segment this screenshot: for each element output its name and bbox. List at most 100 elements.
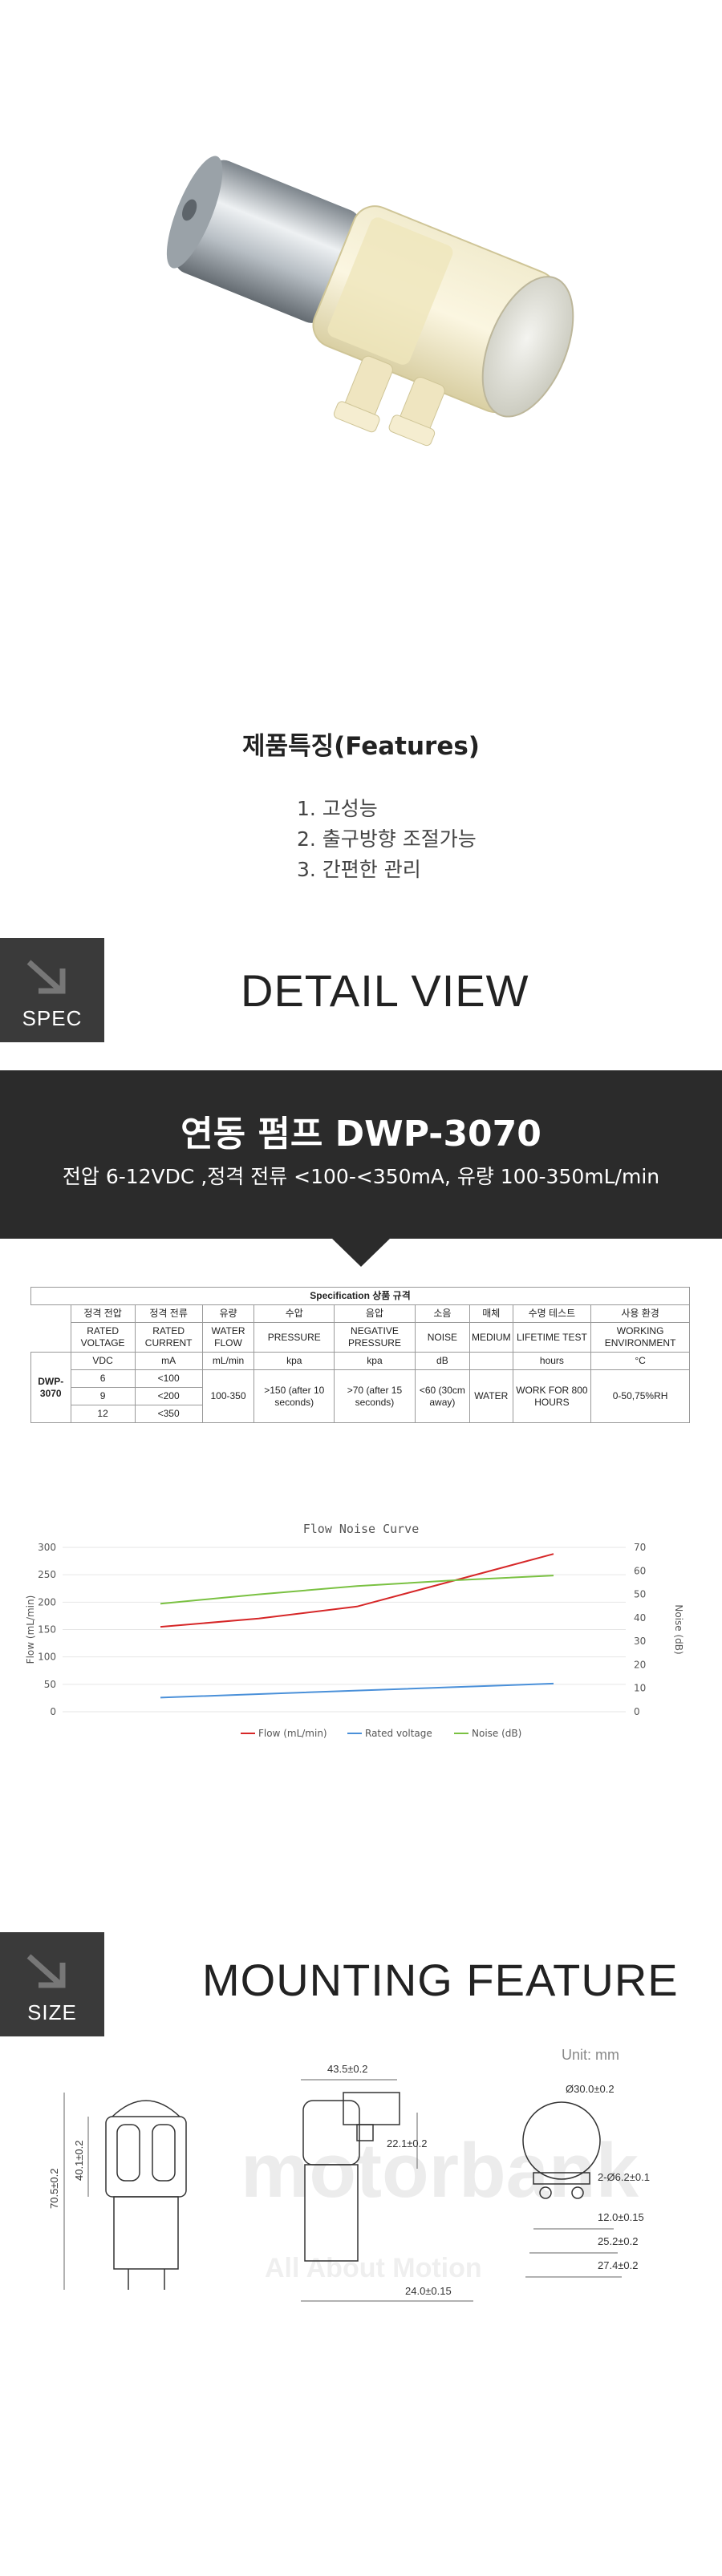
side-view bbox=[301, 2079, 473, 2302]
dim-side-height: 22.1±0.2 bbox=[387, 2137, 428, 2149]
badge-label: SPEC bbox=[22, 1006, 83, 1030]
left-tick-label: 300 bbox=[38, 1542, 56, 1553]
model-cell: DWP-3070 bbox=[30, 1352, 71, 1423]
table-cell: 정격 전압 bbox=[70, 1304, 136, 1323]
chart-title: Flow Noise Curve bbox=[303, 1522, 420, 1536]
right-tick-label: 10 bbox=[634, 1683, 646, 1694]
feature-item: 3. 간편한 관리 bbox=[297, 858, 421, 881]
table-cell: >150 (after 10 seconds) bbox=[254, 1369, 335, 1423]
left-tick-label: 50 bbox=[44, 1679, 56, 1690]
product-image bbox=[0, 0, 722, 706]
mounting-feature-title: MOUNTING FEATURE bbox=[202, 1955, 679, 2005]
watermark: motorbank bbox=[241, 2128, 639, 2214]
left-tick-label: 250 bbox=[38, 1569, 56, 1580]
table-row: 6 <100 100-350 >150 (after 10 seconds) >… bbox=[31, 1369, 690, 1423]
table-cell: MEDIUM bbox=[468, 1322, 513, 1353]
right-tick-label: 40 bbox=[634, 1612, 646, 1624]
right-axis-label: Noise (dB) bbox=[673, 1604, 684, 1654]
right-tick-label: 60 bbox=[634, 1565, 646, 1576]
table-cell: NOISE bbox=[414, 1322, 470, 1353]
table-row: DWP-3070 VDC mA mL/min kpa kpa dB hours … bbox=[30, 1352, 690, 1423]
table-cell: WORK FOR 800 HOURS bbox=[512, 1369, 592, 1423]
table-cell: kpa bbox=[334, 1352, 416, 1370]
spec-table: Specification 상품 규격 정격 전압 정격 전류 유량 수압 음압… bbox=[30, 1287, 690, 1423]
left-tick-label: 200 bbox=[38, 1596, 56, 1607]
right-tick-label: 20 bbox=[634, 1659, 646, 1670]
arrow-down-right-icon bbox=[26, 1954, 66, 1988]
spec-badge: SPEC bbox=[0, 938, 104, 1042]
dim-w2: 25.2±0.2 bbox=[598, 2235, 639, 2247]
dim-height-body: 40.1±0.2 bbox=[73, 2140, 85, 2181]
feature-item: 1. 고성능 bbox=[297, 797, 378, 820]
front-view bbox=[63, 2093, 187, 2290]
product-banner bbox=[0, 1070, 722, 1239]
table-cell: LIFETIME TEST bbox=[512, 1322, 592, 1353]
table-row: 9 <200 bbox=[31, 1387, 690, 1405]
table-cell: 100-350 bbox=[201, 1369, 255, 1423]
dim-w3: 27.4±0.2 bbox=[598, 2259, 639, 2271]
table-cell: kpa bbox=[254, 1352, 335, 1370]
left-tick-label: 150 bbox=[38, 1624, 56, 1636]
dim-w1: 12.0±0.15 bbox=[598, 2211, 644, 2223]
features-list: 1. 고성능 2. 출구방향 조절가능 3. 간편한 관리 bbox=[297, 794, 477, 885]
spec-caption: Specification 상품 규격 bbox=[30, 1287, 690, 1305]
dimension-drawings: motorbank All About Motion 70.5±0.2 40.1… bbox=[48, 2063, 650, 2302]
table-cell: VDC bbox=[70, 1352, 136, 1370]
table-cell: mL/min bbox=[201, 1352, 255, 1370]
table-cell: 음압 bbox=[334, 1304, 416, 1323]
table-cell: 6 bbox=[70, 1369, 136, 1388]
table-cell: <350 bbox=[134, 1405, 203, 1423]
table-cell: 사용 환경 bbox=[590, 1304, 690, 1323]
table-cell: WORKING ENVIRONMENT bbox=[590, 1322, 690, 1353]
dim-diameter: Ø30.0±0.2 bbox=[566, 2083, 615, 2095]
table-cell: dB bbox=[414, 1352, 470, 1370]
table-cell: WATER FLOW bbox=[201, 1322, 255, 1353]
flow-noise-chart: Flow Noise Curve 0 50 100 150 200 250 300 0 10 20 3… bbox=[25, 1522, 684, 1739]
legend-label: Rated voltage bbox=[365, 1728, 432, 1739]
banner-title: 연동 펌프 DWP-3070 bbox=[180, 1114, 542, 1155]
top-view bbox=[522, 2101, 622, 2278]
detail-view-title: DETAIL VIEW bbox=[241, 965, 529, 1016]
watermark-sub: All About Motion bbox=[265, 2253, 482, 2283]
series-line bbox=[160, 1553, 554, 1628]
left-tick-label: 0 bbox=[50, 1706, 56, 1717]
right-tick-label: 30 bbox=[634, 1636, 646, 1647]
table-cell: 9 bbox=[70, 1387, 136, 1405]
right-tick-label: 70 bbox=[634, 1542, 646, 1553]
size-badge: SIZE bbox=[0, 1932, 104, 2036]
table-cell: <100 bbox=[134, 1369, 203, 1388]
right-tick-label: 50 bbox=[634, 1589, 646, 1600]
banner-notch bbox=[331, 1238, 391, 1267]
table-cell: <60 (30cm away) bbox=[414, 1369, 470, 1423]
dim-side-width: 24.0±0.15 bbox=[405, 2285, 452, 2297]
series-line bbox=[160, 1682, 554, 1699]
arrow-down-right-icon bbox=[26, 960, 66, 994]
table-cell: 0-50,75%RH bbox=[590, 1369, 690, 1423]
legend-label: Flow (mL/min) bbox=[258, 1728, 327, 1739]
table-cell: RATED CURRENT bbox=[134, 1322, 203, 1353]
dim-height-total: 70.5±0.2 bbox=[48, 2168, 60, 2209]
legend-label: Noise (dB) bbox=[472, 1728, 521, 1739]
left-axis-label: Flow (mL/min) bbox=[25, 1595, 36, 1664]
table-cell: hours bbox=[512, 1352, 592, 1370]
table-cell: WATER bbox=[468, 1369, 513, 1423]
table-row: RATED VOLTAGE RATED CURRENT WATER FLOW P… bbox=[31, 1322, 690, 1353]
banner-subtitle: 전압 6-12VDC ,정격 전류 <100-<350mA, 유량 100-35… bbox=[62, 1165, 660, 1188]
table-cell: 매체 bbox=[468, 1304, 513, 1323]
table-row: 12 <350 bbox=[31, 1405, 690, 1423]
series-line bbox=[160, 1575, 554, 1605]
badge-label: SIZE bbox=[27, 2000, 77, 2024]
feature-item: 2. 출구방향 조절가능 bbox=[297, 827, 477, 851]
table-cell: PRESSURE bbox=[254, 1322, 335, 1353]
table-cell: °C bbox=[590, 1352, 690, 1370]
table-cell: 수압 bbox=[254, 1304, 335, 1323]
dim-holes: 2-Ø6.2±0.1 bbox=[598, 2171, 650, 2183]
features-title: 제품특징(Features) bbox=[242, 732, 480, 761]
table-cell: NEGATIVE PRESSURE bbox=[334, 1322, 416, 1353]
table-cell: >70 (after 15 seconds) bbox=[334, 1369, 416, 1423]
left-tick-label: 100 bbox=[38, 1652, 56, 1663]
right-tick-label: 0 bbox=[634, 1706, 640, 1717]
dim-width-top: 43.5±0.2 bbox=[327, 2063, 368, 2075]
table-cell: 소음 bbox=[414, 1304, 470, 1323]
table-cell: 유량 bbox=[201, 1304, 255, 1323]
